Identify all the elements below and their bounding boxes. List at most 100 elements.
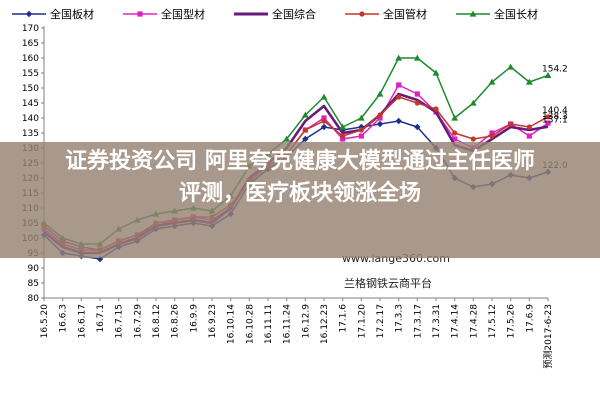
data-point <box>339 123 347 130</box>
y-tick-label: 155 <box>22 69 39 79</box>
x-tick-label: 17.5.26 <box>507 304 517 339</box>
data-point <box>377 115 383 121</box>
x-tick-label: 16.12.9 <box>301 304 311 339</box>
x-tick-label: 17.2.17 <box>376 304 386 338</box>
y-tick-label: 170 <box>22 24 39 34</box>
end-value-label: 140.4 <box>542 106 568 116</box>
x-tick-label: 16.10.14 <box>227 304 237 344</box>
data-point <box>526 124 532 130</box>
end-value-label: 154.2 <box>542 64 568 74</box>
x-tick-label: 17.5.12 <box>488 304 498 338</box>
data-point <box>376 90 384 97</box>
x-tick-label: 16.8.26 <box>171 304 181 339</box>
data-point <box>320 123 328 131</box>
headline-line-2: 评测，医疗板块领涨全场 <box>178 181 421 206</box>
data-point <box>340 133 346 139</box>
headline-banner: 证券投资公司 阿里夸克健康大模型通过主任医师 评测，医疗板块领涨全场 <box>0 142 600 258</box>
data-point <box>396 82 402 88</box>
data-point <box>283 135 291 142</box>
y-tick-label: 165 <box>22 39 39 49</box>
x-tick-label: 16.9.23 <box>208 304 218 338</box>
x-tick-label: 16.6.3 <box>59 304 69 333</box>
end-value-label: 137.1 <box>542 116 568 126</box>
data-point <box>432 69 440 76</box>
x-tick-label: 预测2017-6-23 <box>543 304 554 369</box>
data-point <box>413 54 421 61</box>
y-tick-label: 90 <box>28 264 40 274</box>
data-point <box>545 114 551 120</box>
y-tick-label: 145 <box>22 99 39 109</box>
data-point <box>544 72 552 78</box>
x-tick-label: 16.11.11 <box>264 304 274 344</box>
x-tick-label: 16.11.24 <box>283 304 293 344</box>
legend-marker <box>137 11 143 17</box>
legend: 全国板材 全国型材 全国综合 全国管材 全国长材 <box>12 7 538 21</box>
data-point <box>508 121 514 127</box>
x-tick-label: 16.7.29 <box>133 304 143 339</box>
x-tick-label: 17.3.31 <box>432 304 442 338</box>
x-tick-label: 16.10.28 <box>245 304 255 344</box>
x-tick-label: 16.5.20 <box>40 304 50 339</box>
end-value-label: 138.3 <box>542 112 568 122</box>
data-point <box>321 115 327 121</box>
data-point <box>302 135 309 143</box>
data-point <box>357 114 365 121</box>
data-point <box>545 120 551 126</box>
x-tick-label: 16.9.9 <box>189 304 199 333</box>
legend-marker <box>469 10 477 17</box>
x-tick-label: 17.4.28 <box>469 304 479 339</box>
y-tick-label: 150 <box>22 84 39 94</box>
data-point <box>452 130 458 136</box>
data-point <box>395 117 402 125</box>
data-point <box>376 120 384 128</box>
x-tick-label: 16.6.17 <box>77 304 87 338</box>
headline-text: 证券投资公司 阿里夸克健康大模型通过主任医师 评测，医疗板块领涨全场 <box>0 146 600 210</box>
legend-label: 全国板材 <box>50 7 94 21</box>
y-tick-label: 85 <box>28 279 39 289</box>
legend-marker <box>359 11 365 17</box>
legend-marker <box>25 10 33 18</box>
legend-label: 全国长材 <box>494 7 538 21</box>
x-tick-label: 16.12.23 <box>320 304 330 344</box>
data-point <box>414 91 420 97</box>
data-point <box>433 106 439 112</box>
x-tick-label: 16.8.12 <box>152 304 162 338</box>
data-point <box>396 94 402 100</box>
data-point <box>525 78 533 85</box>
data-point <box>340 136 346 142</box>
x-tick-label: 17.4.14 <box>451 304 461 339</box>
x-tick-label: 17.1.20 <box>357 304 367 339</box>
x-tick-label: 17.3.17 <box>413 304 423 338</box>
data-point <box>377 112 383 118</box>
x-tick-label: 16.7.15 <box>115 304 125 338</box>
legend-label: 全国型材 <box>161 7 205 21</box>
x-tick-label: 16.7.1 <box>96 304 106 333</box>
y-tick-label: 135 <box>22 129 39 139</box>
data-point <box>96 255 104 263</box>
x-tick-label: 17.1.6 <box>339 304 349 333</box>
data-point <box>488 78 496 85</box>
data-point <box>489 130 495 136</box>
data-point <box>451 114 459 121</box>
data-point <box>414 123 421 131</box>
watermark-name: 兰格钢铁云商平台 <box>344 276 432 290</box>
data-point <box>470 136 476 142</box>
data-point <box>301 111 309 118</box>
y-tick-label: 140 <box>22 114 39 124</box>
legend-label: 全国管材 <box>383 7 427 21</box>
data-point <box>358 127 364 133</box>
x-tick-label: 17.6.9 <box>525 304 535 333</box>
data-point <box>321 118 327 124</box>
data-point <box>469 99 477 106</box>
y-tick-label: 80 <box>28 294 40 304</box>
data-point <box>489 133 495 139</box>
data-point <box>526 133 532 139</box>
x-tick-label: 17.3.3 <box>395 304 405 333</box>
headline-line-1: 证券投资公司 阿里夸克健康大模型通过主任医师 <box>65 149 535 174</box>
y-tick-label: 160 <box>22 54 39 64</box>
legend-label: 全国综合 <box>272 7 316 21</box>
data-point <box>320 93 328 100</box>
data-point <box>507 63 515 70</box>
data-point <box>358 133 364 139</box>
